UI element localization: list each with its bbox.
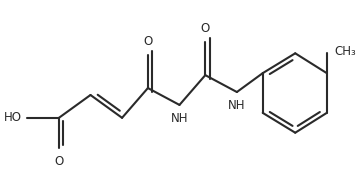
Text: O: O: [54, 155, 64, 168]
Text: O: O: [201, 22, 210, 35]
Text: O: O: [143, 35, 153, 48]
Text: NH: NH: [228, 99, 246, 112]
Text: NH: NH: [171, 112, 188, 125]
Text: HO: HO: [4, 111, 22, 124]
Text: CH₃: CH₃: [334, 45, 356, 58]
